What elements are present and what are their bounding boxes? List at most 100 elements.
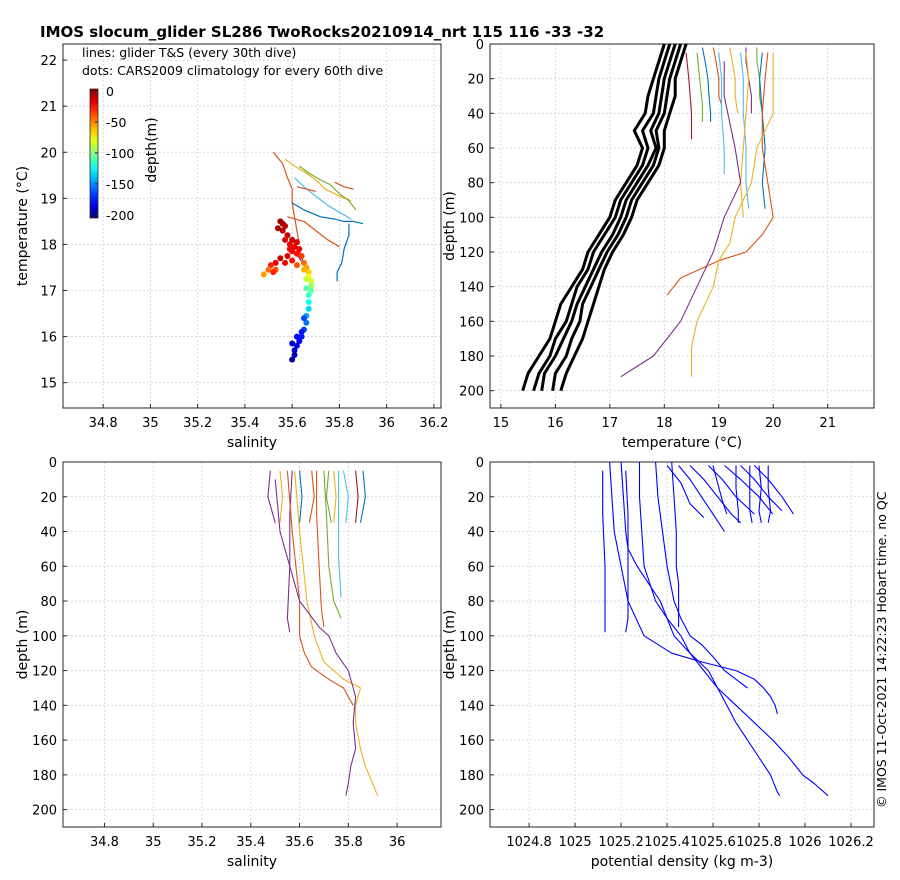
y-tick-label: 40 bbox=[467, 107, 484, 122]
density-profile bbox=[689, 465, 741, 524]
climatology-dot bbox=[293, 342, 300, 349]
climatology-dot bbox=[274, 225, 281, 232]
y-tick-label: 80 bbox=[467, 595, 484, 610]
colorbar-tick-label: -150 bbox=[106, 177, 134, 192]
y-tick-label: 80 bbox=[40, 595, 57, 610]
climatology-dot bbox=[300, 259, 307, 266]
glider-temperature-profile bbox=[729, 47, 739, 114]
y-tick-label: 16 bbox=[40, 331, 57, 346]
annotation-dots: dots: CARS2009 climatology for every 60t… bbox=[82, 63, 383, 78]
y-tick-label: 20 bbox=[467, 491, 484, 506]
y-tick-label: 160 bbox=[459, 315, 484, 330]
climatology-dot bbox=[291, 243, 298, 250]
salinity-profile bbox=[342, 470, 349, 523]
x-tick-label: 1025 bbox=[559, 835, 592, 850]
x-tick-label: 35.8 bbox=[334, 835, 363, 850]
y-tick-label: 100 bbox=[459, 211, 484, 226]
x-tick-label: 16 bbox=[547, 416, 564, 431]
figure-title: IMOS slocum_glider SL286 TwoRocks2021091… bbox=[40, 23, 604, 41]
salinity-profile bbox=[267, 470, 276, 523]
glider-ts-line bbox=[284, 158, 352, 202]
salinity-profile bbox=[274, 479, 357, 796]
x-tick-label: 1025.6 bbox=[690, 835, 736, 850]
y-tick-label: 21 bbox=[40, 100, 57, 115]
colorbar-tick-label: -50 bbox=[106, 115, 126, 130]
glider-temperature-profile bbox=[740, 52, 750, 218]
glider-ts-line bbox=[336, 223, 350, 282]
climatology-dot bbox=[286, 246, 293, 253]
copyright-note: © IMOS 11-Oct-2021 14:22:23 Hobart time.… bbox=[874, 491, 889, 808]
x-tick-label: 1026.2 bbox=[828, 835, 874, 850]
glider-ts-line bbox=[294, 177, 352, 220]
climatology-dot bbox=[289, 340, 296, 347]
plot-frame bbox=[62, 43, 442, 409]
climatology-dot bbox=[289, 236, 296, 243]
glider-ts-line bbox=[298, 165, 357, 211]
temperature-profile-panel: 15 16 17 18 19 20 21 0 20 40 60 80 100 120 140 160 180 20… bbox=[442, 38, 875, 451]
plot-frame bbox=[62, 461, 442, 828]
climatology-dot bbox=[308, 278, 315, 285]
glider-temperature-profile bbox=[696, 52, 703, 122]
plot-frame bbox=[489, 43, 875, 409]
x-tick-label: 35.2 bbox=[183, 416, 212, 431]
y-tick-label: 19 bbox=[40, 192, 57, 207]
glider-temperature-profile bbox=[685, 52, 693, 140]
colorbar-tick-label: 0 bbox=[106, 84, 114, 99]
y-tick-label: 60 bbox=[467, 560, 484, 575]
density-profile bbox=[678, 465, 725, 532]
salinity-profile bbox=[325, 470, 332, 523]
x-tick-label: 15 bbox=[493, 416, 510, 431]
x-tick-label: 34.8 bbox=[90, 835, 119, 850]
density-profile bbox=[724, 465, 774, 515]
x-tick-label: 35.4 bbox=[236, 835, 265, 850]
x-tick-label: 35.6 bbox=[278, 416, 307, 431]
climatology-dot bbox=[286, 241, 293, 248]
glider-ts-line bbox=[291, 202, 364, 225]
x-axis-label: salinity bbox=[227, 435, 277, 451]
y-axis-label: temperature (°C) bbox=[15, 166, 31, 286]
y-tick-label: 0 bbox=[476, 38, 484, 53]
x-tick-label: 18 bbox=[656, 416, 673, 431]
glider-temperature-profile bbox=[718, 52, 725, 174]
x-tick-label: 35.8 bbox=[325, 416, 354, 431]
climatology-dot bbox=[308, 287, 315, 294]
climatology-dot bbox=[305, 305, 312, 312]
climatology-dot bbox=[282, 223, 289, 229]
salinity-profile bbox=[294, 470, 379, 796]
climatology-dot bbox=[298, 252, 305, 259]
climatology-dot bbox=[298, 333, 305, 340]
y-tick-label: 40 bbox=[40, 526, 57, 541]
salinity-profile bbox=[359, 470, 366, 523]
x-axis-label: temperature (°C) bbox=[622, 435, 742, 451]
climatology-dot bbox=[284, 232, 291, 239]
climatology-dot bbox=[303, 285, 310, 292]
x-tick-label: 1025.2 bbox=[598, 835, 644, 850]
climatology-temperature-profile bbox=[540, 43, 677, 391]
x-tick-label: 20 bbox=[765, 416, 782, 431]
climatology-dot bbox=[293, 250, 300, 257]
glider-ts-line bbox=[296, 186, 316, 192]
x-axis-label: salinity bbox=[227, 854, 277, 870]
colorbar-tick-label: -200 bbox=[106, 208, 134, 223]
climatology-dot bbox=[305, 299, 312, 306]
x-tick-label: 35 bbox=[142, 416, 159, 431]
y-tick-label: 18 bbox=[40, 238, 57, 253]
y-tick-label: 180 bbox=[32, 769, 57, 784]
y-axis-label: depth (m) bbox=[442, 191, 458, 261]
glider-ts-line bbox=[287, 216, 340, 248]
density-profile bbox=[620, 461, 781, 797]
colorbar bbox=[89, 88, 99, 219]
climatology-dot bbox=[260, 271, 267, 278]
climatology-dot bbox=[282, 236, 289, 243]
y-tick-label: 20 bbox=[467, 73, 484, 88]
climatology-temperature-profile bbox=[532, 43, 672, 392]
density-profile bbox=[754, 465, 794, 515]
climatology-dot bbox=[293, 262, 300, 269]
climatology-dot bbox=[305, 269, 312, 276]
plot-frame bbox=[489, 461, 875, 828]
climatology-dot bbox=[296, 338, 303, 345]
climatology-dot bbox=[270, 269, 277, 276]
salinity-profile bbox=[316, 470, 325, 628]
glider-temperature-profile bbox=[712, 47, 723, 114]
density-profile bbox=[767, 465, 772, 523]
